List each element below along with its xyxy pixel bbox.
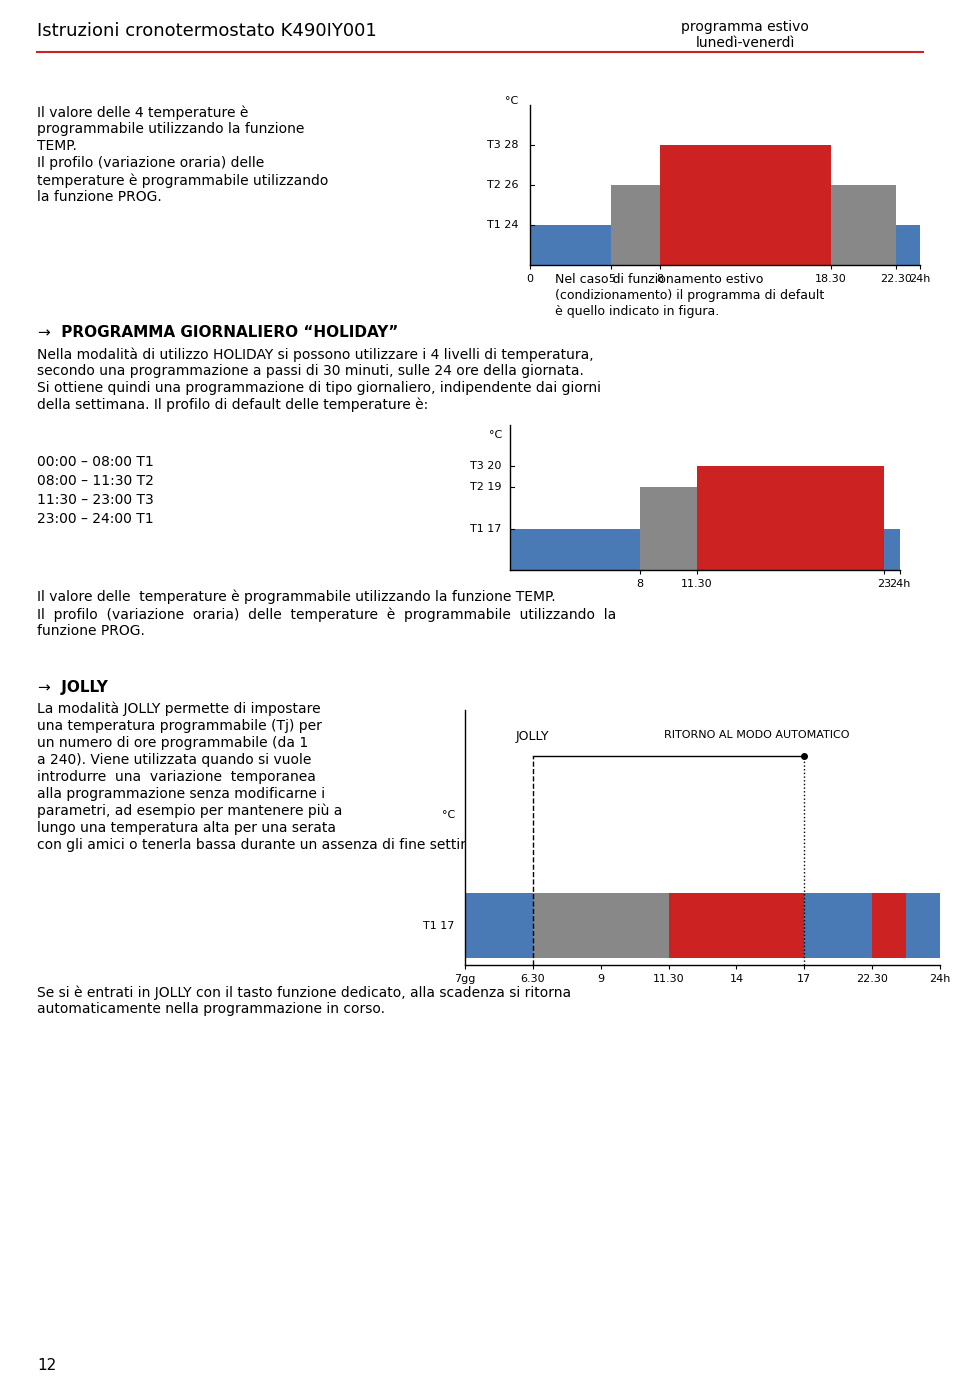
Bar — [896, 225, 920, 265]
Text: programma estivo
lunedì-venerdì: programma estivo lunedì-venerdì — [681, 19, 809, 50]
Text: Il  profilo  (variazione  oraria)  delle  temperature  è  programmabile  utilizz: Il profilo (variazione oraria) delle tem… — [37, 607, 616, 621]
Text: 00:00 – 08:00 T1: 00:00 – 08:00 T1 — [37, 455, 154, 468]
Text: JOLLY: JOLLY — [56, 680, 108, 695]
Bar — [830, 185, 896, 265]
Text: programmabile utilizzando la funzione: programmabile utilizzando la funzione — [37, 122, 304, 136]
Text: T1 24: T1 24 — [487, 220, 518, 229]
Bar — [640, 486, 697, 570]
Text: automaticamente nella programmazione in corso.: automaticamente nella programmazione in … — [37, 1002, 385, 1016]
Text: 23:00 – 24:00 T1: 23:00 – 24:00 T1 — [37, 512, 154, 525]
Text: (condizionamento) il programma di default: (condizionamento) il programma di defaul… — [555, 289, 825, 302]
Text: lungo una temperatura alta per una serata: lungo una temperatura alta per una serat… — [37, 821, 336, 835]
Bar — [533, 894, 601, 959]
Bar — [804, 894, 872, 959]
Text: secondo una programmazione a passi di 30 minuti, sulle 24 ore della giornata.: secondo una programmazione a passi di 30… — [37, 364, 584, 378]
Bar — [510, 528, 640, 570]
Text: →: → — [37, 325, 50, 341]
Text: →: → — [37, 680, 50, 695]
Text: Si ottiene quindi una programmazione di tipo giornaliero, indipendente dai giorn: Si ottiene quindi una programmazione di … — [37, 381, 601, 395]
Text: T2 19: T2 19 — [470, 482, 502, 492]
Text: T2 26: T2 26 — [487, 179, 518, 190]
Text: JOLLY: JOLLY — [516, 730, 550, 742]
Text: T3 20: T3 20 — [470, 461, 502, 471]
Text: temperature è programmabile utilizzando: temperature è programmabile utilizzando — [37, 172, 328, 188]
Text: Il valore delle 4 temperature è: Il valore delle 4 temperature è — [37, 106, 249, 120]
Text: T1 17: T1 17 — [470, 524, 502, 534]
Text: La modalità JOLLY permette di impostare: La modalità JOLLY permette di impostare — [37, 702, 321, 716]
Text: RITORNO AL MODO AUTOMATICO: RITORNO AL MODO AUTOMATICO — [664, 730, 850, 739]
Text: della settimana. Il profilo di default delle temperature è:: della settimana. Il profilo di default d… — [37, 398, 428, 413]
Text: 08:00 – 11:30 T2: 08:00 – 11:30 T2 — [37, 474, 154, 488]
Text: 11:30 – 23:00 T3: 11:30 – 23:00 T3 — [37, 493, 154, 507]
Text: Istruzioni cronotermostato K490IY001: Istruzioni cronotermostato K490IY001 — [37, 22, 376, 40]
Bar — [660, 145, 830, 265]
Text: T1 17: T1 17 — [423, 920, 455, 931]
Text: funzione PROG.: funzione PROG. — [37, 624, 145, 638]
Text: alla programmazione senza modificarne i: alla programmazione senza modificarne i — [37, 787, 325, 801]
Text: °C: °C — [505, 96, 518, 106]
Bar — [884, 528, 900, 570]
Text: un numero di ore programmabile (da 1: un numero di ore programmabile (da 1 — [37, 735, 308, 751]
Bar — [530, 225, 612, 265]
Text: Se si è entrati in JOLLY con il tasto funzione dedicato, alla scadenza si ritorn: Se si è entrati in JOLLY con il tasto fu… — [37, 986, 571, 999]
Text: una temperatura programmabile (Tj) per: una temperatura programmabile (Tj) per — [37, 719, 322, 733]
Text: 12: 12 — [37, 1358, 57, 1373]
Text: a 240). Viene utilizzata quando si vuole: a 240). Viene utilizzata quando si vuole — [37, 753, 311, 767]
Bar — [668, 894, 804, 959]
Text: PROGRAMMA GIORNALIERO “HOLIDAY”: PROGRAMMA GIORNALIERO “HOLIDAY” — [56, 325, 398, 341]
Text: °C: °C — [442, 809, 455, 820]
Text: parametri, ad esempio per mantenere più a: parametri, ad esempio per mantenere più … — [37, 803, 343, 819]
Text: Nella modalità di utilizzo HOLIDAY si possono utilizzare i 4 livelli di temperat: Nella modalità di utilizzo HOLIDAY si po… — [37, 348, 593, 361]
Text: Nel caso di funzionamento estivo: Nel caso di funzionamento estivo — [555, 272, 763, 286]
Text: °C: °C — [489, 431, 502, 441]
Bar — [612, 185, 660, 265]
Text: Il valore delle  temperature è programmabile utilizzando la funzione TEMP.: Il valore delle temperature è programmab… — [37, 589, 556, 605]
Text: T3 28: T3 28 — [487, 140, 518, 150]
Text: TEMP.: TEMP. — [37, 139, 77, 153]
Text: la funzione PROG.: la funzione PROG. — [37, 190, 161, 204]
Text: introdurre  una  variazione  temporanea: introdurre una variazione temporanea — [37, 770, 316, 784]
Bar — [906, 894, 940, 959]
Bar — [697, 467, 884, 570]
Bar — [601, 894, 668, 959]
Text: è quello indicato in figura.: è quello indicato in figura. — [555, 304, 719, 318]
Text: con gli amici o tenerla bassa durante un assenza di fine settimana.: con gli amici o tenerla bassa durante un… — [37, 838, 504, 852]
Bar — [465, 894, 533, 959]
Text: Il profilo (variazione oraria) delle: Il profilo (variazione oraria) delle — [37, 156, 264, 170]
Bar — [872, 894, 906, 959]
